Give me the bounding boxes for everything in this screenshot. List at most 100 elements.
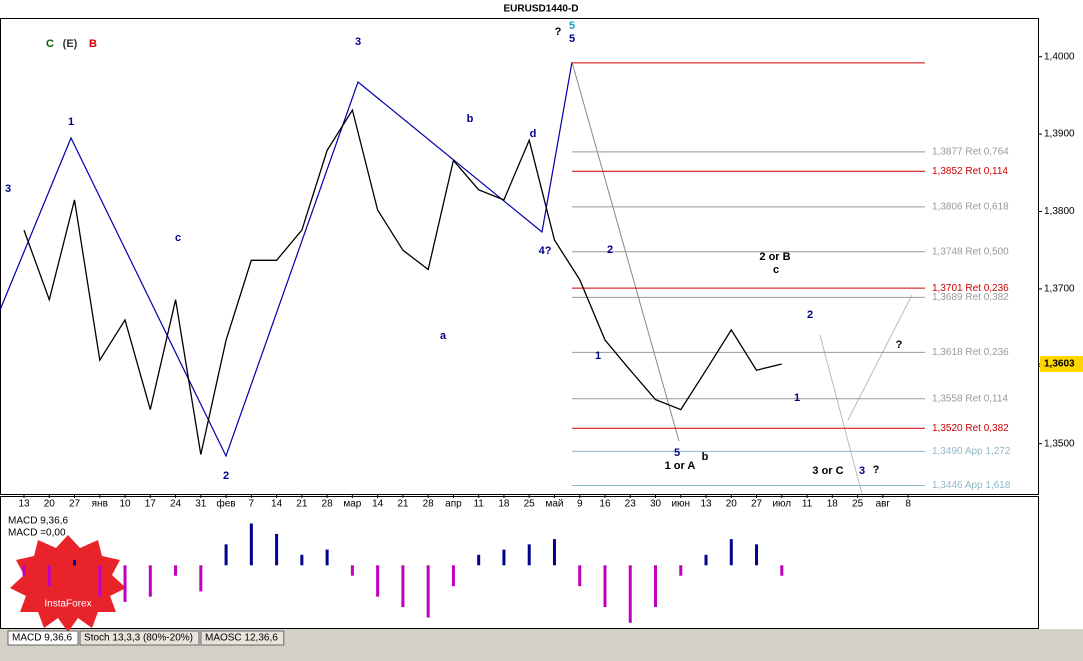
macd-bar bbox=[376, 565, 380, 597]
level-label: 1,3701 Ret 0,236 bbox=[932, 283, 1009, 294]
x-tick-label: 11 bbox=[802, 499, 813, 510]
x-tick-label: мар bbox=[343, 499, 361, 510]
x-tick-label: 9 bbox=[577, 499, 583, 510]
macd-bar bbox=[174, 565, 178, 576]
x-tick-label: 27 bbox=[69, 499, 81, 510]
wave-line bbox=[0, 61, 573, 458]
macd-bar bbox=[275, 533, 279, 566]
price-line bbox=[23, 108, 782, 455]
watermark-text: InstaForex bbox=[44, 599, 91, 610]
x-tick-label: 27 bbox=[751, 499, 763, 510]
wave-label: 2 or B bbox=[759, 251, 790, 263]
macd-bar bbox=[477, 554, 481, 566]
wave-label: 1 bbox=[68, 116, 74, 128]
x-tick-label: 17 bbox=[145, 499, 157, 510]
x-tick-label: 18 bbox=[827, 499, 839, 510]
current-price-label: 1,3603 bbox=[1044, 359, 1075, 370]
wave-label: 4? bbox=[539, 245, 552, 257]
macd-bar bbox=[679, 565, 683, 576]
wave-label: 2 bbox=[223, 470, 229, 482]
x-tick-label: 20 bbox=[44, 499, 56, 510]
main-frame bbox=[0, 18, 1039, 495]
x-tick-label: 16 bbox=[599, 499, 611, 510]
wave-label: 5 bbox=[569, 33, 575, 45]
macd-bar bbox=[502, 549, 506, 566]
indicator-tab-box[interactable] bbox=[200, 630, 285, 646]
macd-bar bbox=[249, 523, 253, 566]
macd-bar bbox=[199, 565, 203, 592]
macd-bar bbox=[98, 565, 102, 597]
macd-bar bbox=[729, 539, 733, 566]
y-tick-label: 1,4000 bbox=[1044, 51, 1075, 62]
wave-label: 1 bbox=[595, 350, 601, 362]
x-tick-label: 7 bbox=[249, 499, 255, 510]
y-tick-label: 1,3800 bbox=[1044, 206, 1075, 217]
x-tick-label: 13 bbox=[18, 499, 30, 510]
x-tick-label: 25 bbox=[524, 499, 536, 510]
x-tick-label: июн bbox=[671, 499, 690, 510]
x-tick-label: 31 bbox=[195, 499, 207, 510]
macd-bar bbox=[300, 554, 304, 566]
wave-label: 1 bbox=[794, 392, 800, 404]
watermark: InstaForex bbox=[10, 535, 126, 632]
macd-bar bbox=[755, 544, 759, 566]
x-tick-label: 14 bbox=[372, 499, 384, 510]
wave-label: d bbox=[530, 128, 537, 140]
x-tick-label: 8 bbox=[905, 499, 911, 510]
x-tick-label: 14 bbox=[271, 499, 283, 510]
level-label: 1,3520 Ret 0,382 bbox=[932, 423, 1009, 434]
x-tick-label: май bbox=[545, 499, 563, 510]
level-label: 1,3689 Ret 0,382 bbox=[932, 292, 1009, 303]
macd-bar bbox=[401, 565, 405, 608]
x-tick-label: 30 bbox=[650, 499, 662, 510]
x-tick-label: 13 bbox=[700, 499, 712, 510]
y-tick-label: 1,3700 bbox=[1044, 284, 1075, 295]
x-tick-label: 28 bbox=[423, 499, 435, 510]
wave-label: b bbox=[467, 113, 474, 125]
indicator-tab-box[interactable] bbox=[79, 630, 200, 646]
wave-label: 3 bbox=[859, 465, 865, 477]
wave-label: ? bbox=[555, 26, 562, 38]
wave-label: c bbox=[175, 232, 181, 244]
x-tick-label: 24 bbox=[170, 499, 182, 510]
chart-title: EURUSD1440-D bbox=[503, 4, 578, 15]
y-tick-label: 1,3500 bbox=[1044, 438, 1075, 449]
x-tick-label: авг bbox=[876, 499, 891, 510]
x-tick-label: июл bbox=[772, 499, 791, 510]
x-tick-label: 25 bbox=[852, 499, 864, 510]
level-label: 1,3748 Ret 0,500 bbox=[932, 246, 1009, 257]
wave-label: B bbox=[89, 38, 97, 50]
level-label: 1,3806 Ret 0,618 bbox=[932, 201, 1009, 212]
macd-bar bbox=[22, 565, 26, 576]
x-tick-label: апр bbox=[445, 499, 462, 510]
x-tick-label: фев bbox=[217, 498, 236, 510]
x-tick-label: 18 bbox=[498, 499, 510, 510]
macd-bar bbox=[73, 560, 77, 566]
wave-label: 2 bbox=[607, 244, 613, 256]
wave-label: ? bbox=[873, 464, 880, 476]
wave-label: 3 bbox=[5, 183, 11, 195]
wave-label: b bbox=[702, 451, 709, 463]
macd-bar bbox=[123, 565, 127, 602]
wave-label: a bbox=[440, 330, 447, 342]
indicator-tab[interactable]: Stoch 13,3,3 (80%-20%) bbox=[84, 633, 193, 644]
indicator-tab[interactable]: MAOSC 12,36,6 bbox=[205, 633, 278, 644]
indicator-tab[interactable]: MACD 9,36,6 bbox=[12, 633, 72, 644]
wave-label: ? bbox=[896, 339, 903, 351]
macd-bar bbox=[704, 554, 708, 566]
projection-line bbox=[819, 334, 863, 495]
level-label: 1,3877 Ret 0,764 bbox=[932, 147, 1009, 158]
wave-label: C bbox=[46, 38, 54, 50]
wave-label: 3 bbox=[355, 36, 361, 48]
macd-bar bbox=[603, 565, 607, 608]
level-label: 1,3446 App 1,618 bbox=[932, 480, 1011, 491]
macd-bar bbox=[148, 565, 152, 597]
y-tick-label: 1,3900 bbox=[1044, 129, 1075, 140]
macd-bar bbox=[47, 565, 51, 587]
macd-bar bbox=[628, 565, 632, 623]
indicator-tab-box[interactable] bbox=[7, 630, 79, 646]
current-price-box bbox=[1040, 355, 1083, 372]
level-label: 1,3852 Ret 0,114 bbox=[932, 166, 1008, 177]
